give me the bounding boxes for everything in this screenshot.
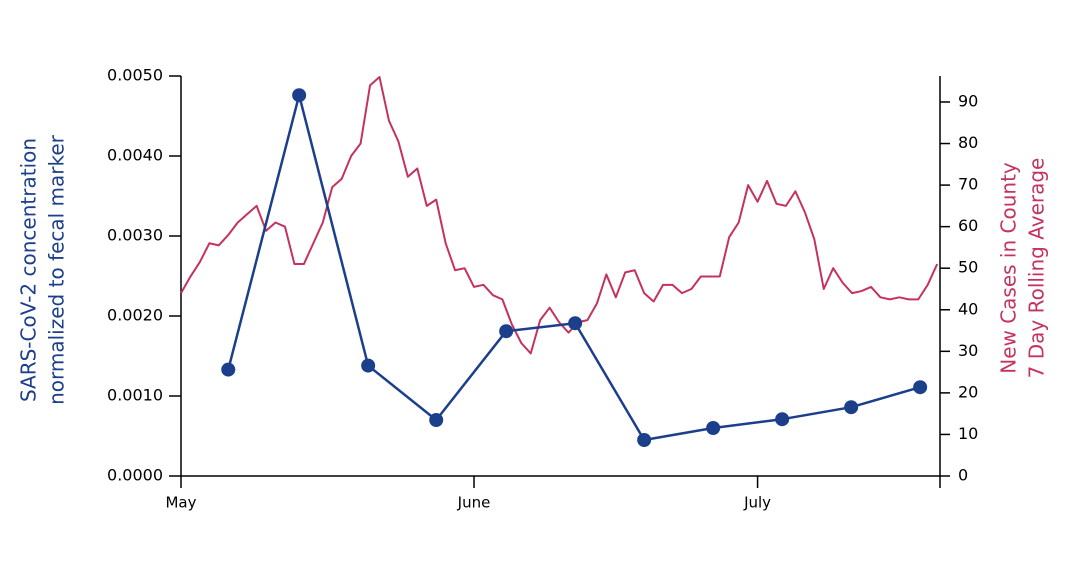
y-tick-label: 0.0010	[107, 386, 163, 405]
x-tick-label: May	[165, 494, 196, 512]
y2-tick-label: 20	[958, 382, 978, 401]
y2-tick-label: 30	[958, 341, 978, 360]
y-tick-label: 0.0040	[107, 146, 163, 165]
data-point	[913, 380, 928, 395]
data-point	[775, 412, 790, 427]
data-point	[292, 88, 307, 103]
y2-tick-label: 70	[958, 175, 978, 194]
y2-tick-label: 10	[958, 424, 978, 443]
y2-tick-label: 60	[958, 216, 978, 235]
data-point	[361, 358, 376, 373]
y-tick-label: 0.0000	[107, 466, 163, 485]
x-tick-label: July	[743, 494, 771, 512]
series-line	[227, 93, 921, 442]
series-line	[180, 76, 939, 355]
y-axis-title: normalized to fecal marker	[45, 134, 69, 405]
y2-tick-label: 40	[958, 299, 978, 318]
data-point	[499, 324, 514, 339]
data-point	[637, 433, 652, 447]
y-axis-title: SARS-CoV-2 concentration	[17, 138, 41, 402]
y-tick-label: 0.0030	[107, 226, 163, 245]
y2-tick-label: 80	[958, 133, 978, 152]
y-tick-label: 0.0020	[107, 306, 163, 325]
data-point	[221, 362, 236, 377]
x-tick-label: June	[457, 494, 491, 512]
y2-axis-title: 7 Day Rolling Average	[1025, 158, 1049, 379]
data-point	[706, 421, 721, 435]
data-point	[844, 400, 859, 415]
data-point	[568, 316, 583, 331]
y2-tick-label: 50	[958, 258, 978, 277]
y-tick-label: 0.0050	[107, 66, 163, 85]
data-point	[429, 413, 444, 427]
y2-tick-label: 0	[958, 466, 968, 485]
y2-axis-title: New Cases in County	[997, 162, 1021, 374]
y2-tick-label: 90	[958, 91, 978, 110]
